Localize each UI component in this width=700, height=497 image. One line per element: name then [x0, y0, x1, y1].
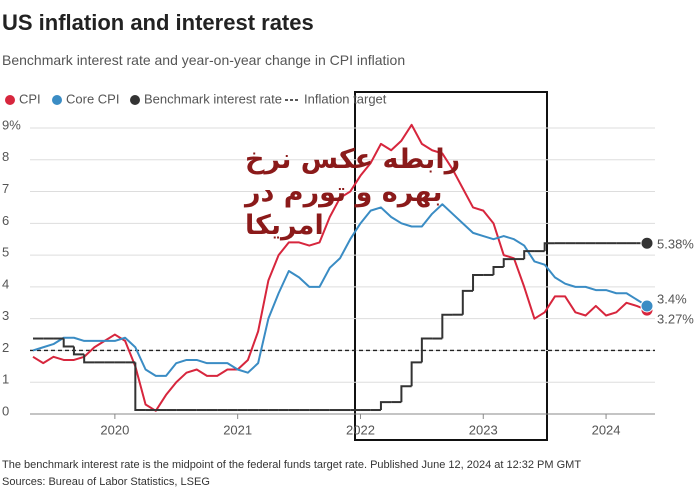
series-line — [32, 203, 648, 377]
y-tick-label: 0 — [2, 403, 9, 418]
annotation: رابطه عکس نرخ — [245, 144, 460, 175]
x-tick-label: 2021 — [223, 422, 252, 437]
step-segment — [543, 242, 555, 252]
step-segment — [72, 346, 85, 356]
y-tick-label: 9% — [2, 117, 21, 132]
legend-label: CPI — [19, 91, 41, 106]
step-segment — [83, 354, 95, 364]
y-tick-label: 2 — [2, 340, 9, 355]
annotation: امریکا — [245, 210, 324, 241]
legend-label: Inflation target — [304, 91, 387, 106]
x-tick-label: 2022 — [346, 422, 375, 437]
end-label: 3.27% — [657, 312, 694, 327]
step-segment — [134, 362, 146, 412]
legend-swatch — [5, 95, 15, 105]
step-segment — [502, 258, 514, 268]
source: Sources: Bureau of Labor Statistics, LSE… — [2, 476, 210, 488]
end-label: 5.38% — [657, 237, 694, 252]
x-tick-label: 2020 — [100, 422, 129, 437]
y-tick-label: 1 — [2, 372, 9, 387]
legend-label: Core CPI — [66, 91, 119, 106]
y-tick-label: 7 — [2, 181, 9, 196]
legend-swatch — [130, 95, 140, 105]
chart-title: US inflation and interest rates — [2, 10, 314, 35]
annotation: بهره و تورم در — [243, 177, 442, 208]
end-dot — [640, 299, 654, 313]
step-segment — [62, 338, 74, 348]
y-tick-label: 5 — [2, 245, 9, 260]
step-segment — [472, 273, 484, 291]
step-segment — [420, 337, 433, 363]
chart-subtitle: Benchmark interest rate and year-on-year… — [2, 52, 405, 68]
y-tick-label: 4 — [2, 276, 9, 291]
step-segment — [523, 250, 535, 260]
end-label: 3.4% — [657, 291, 687, 306]
legend-label: Benchmark interest rate — [144, 91, 282, 106]
y-tick-label: 6 — [2, 213, 9, 228]
y-tick-label: 8 — [2, 149, 9, 164]
step-segment — [441, 313, 453, 339]
x-tick-label: 2024 — [592, 422, 621, 437]
x-tick-label: 2023 — [469, 422, 498, 437]
end-dot — [640, 236, 654, 250]
step-segment — [410, 361, 422, 387]
legend-swatch — [52, 95, 62, 105]
step-segment — [461, 289, 474, 315]
step-segment — [379, 401, 392, 411]
y-tick-label: 3 — [2, 308, 9, 323]
step-segment — [492, 266, 504, 275]
step-segment — [400, 385, 412, 403]
footnote: The benchmark interest rate is the midpo… — [2, 459, 581, 471]
